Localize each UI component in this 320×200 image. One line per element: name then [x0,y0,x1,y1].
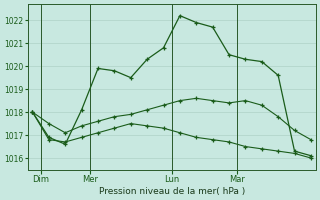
X-axis label: Pression niveau de la mer( hPa ): Pression niveau de la mer( hPa ) [99,187,245,196]
